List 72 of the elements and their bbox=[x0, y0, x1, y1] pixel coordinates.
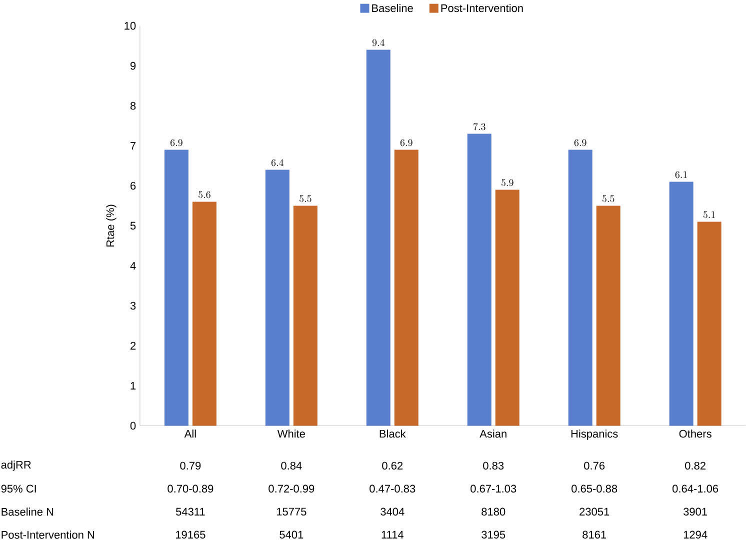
x-tick-label: All bbox=[184, 430, 196, 438]
text: 8161 bbox=[582, 530, 606, 539]
bar bbox=[495, 190, 520, 426]
text: 19165 bbox=[176, 530, 206, 539]
x-tick-label: Others bbox=[679, 430, 712, 438]
y-tick-label: 10 bbox=[124, 22, 136, 30]
text: 23051 bbox=[580, 508, 610, 516]
text: 15775 bbox=[276, 508, 306, 516]
y-tick-label: 4 bbox=[130, 262, 136, 270]
text: 0.82 bbox=[685, 462, 706, 470]
text: 3195 bbox=[482, 530, 506, 539]
y-tick-label: 7 bbox=[130, 142, 136, 150]
y-axis-title: Rtae (%) bbox=[106, 204, 116, 247]
bar bbox=[293, 206, 318, 426]
bar bbox=[394, 150, 418, 426]
data-label: 7.3 bbox=[474, 123, 486, 130]
data-label: 5.6 bbox=[198, 191, 210, 198]
bar bbox=[596, 206, 620, 426]
text: 5401 bbox=[280, 530, 304, 539]
text: 0.67-1.03 bbox=[470, 484, 516, 493]
data-label: 6.4 bbox=[271, 159, 284, 166]
data-label: 5.5 bbox=[602, 195, 614, 202]
text: 95% CI bbox=[1, 484, 36, 493]
text: Baseline N bbox=[2, 508, 54, 516]
bar bbox=[192, 202, 216, 426]
text: 0.65-0.88 bbox=[572, 484, 618, 493]
text: 0.70-0.89 bbox=[168, 484, 214, 493]
bar bbox=[467, 134, 492, 426]
y-tick-label: 2 bbox=[130, 342, 136, 350]
y-tick-label: 9 bbox=[130, 62, 136, 70]
text: 0.83 bbox=[483, 462, 504, 470]
x-tick-label: Asian bbox=[480, 430, 506, 438]
bar bbox=[669, 182, 694, 426]
text: adjRR bbox=[1, 460, 31, 471]
text: Post-Intervention N bbox=[2, 530, 94, 539]
bar bbox=[697, 222, 722, 426]
data-label: 5.9 bbox=[501, 179, 514, 186]
y-tick-label: 6 bbox=[130, 182, 136, 190]
legend-label: Post-Intervention bbox=[441, 4, 523, 12]
text: 54311 bbox=[176, 508, 205, 516]
data-label: 5.5 bbox=[300, 195, 312, 202]
y-tick-label: 1 bbox=[130, 382, 136, 390]
bar bbox=[366, 50, 390, 426]
text: 3404 bbox=[380, 508, 404, 516]
y-tick-label: 0 bbox=[130, 422, 136, 430]
x-tick-label: Hispanics bbox=[571, 430, 618, 440]
legend-label: Baseline bbox=[372, 4, 413, 12]
data-label: 6. 1 bbox=[675, 171, 687, 178]
text: 0.64-1.06 bbox=[672, 484, 718, 493]
text: 0.47-0.83 bbox=[370, 484, 416, 493]
x-tick-label: White bbox=[277, 430, 305, 438]
data-label: 9.4 bbox=[372, 39, 384, 46]
bar bbox=[568, 150, 592, 426]
data-label: 6.9 bbox=[170, 139, 182, 146]
data-label: 6.9 bbox=[400, 139, 412, 146]
text: 0.84 bbox=[281, 462, 302, 470]
data-label: 5. 1 bbox=[703, 211, 715, 218]
data-label: 6.9 bbox=[574, 139, 586, 146]
text: 3901 bbox=[684, 508, 708, 516]
text: 1114 bbox=[382, 531, 404, 539]
text: 0.76 bbox=[584, 462, 605, 470]
y-tick-label: 5 bbox=[130, 222, 136, 230]
bar bbox=[164, 150, 188, 426]
y-tick-label: 8 bbox=[130, 102, 136, 110]
text: 1294 bbox=[684, 530, 708, 539]
y-tick-label: 3 bbox=[130, 302, 136, 310]
text: 0.79 bbox=[180, 462, 201, 470]
x-tick-label: Black bbox=[380, 430, 406, 438]
bar bbox=[265, 170, 290, 426]
text: 0.72-0.99 bbox=[268, 484, 314, 493]
text: 8180 bbox=[482, 508, 506, 516]
text: 0.62 bbox=[382, 462, 403, 470]
